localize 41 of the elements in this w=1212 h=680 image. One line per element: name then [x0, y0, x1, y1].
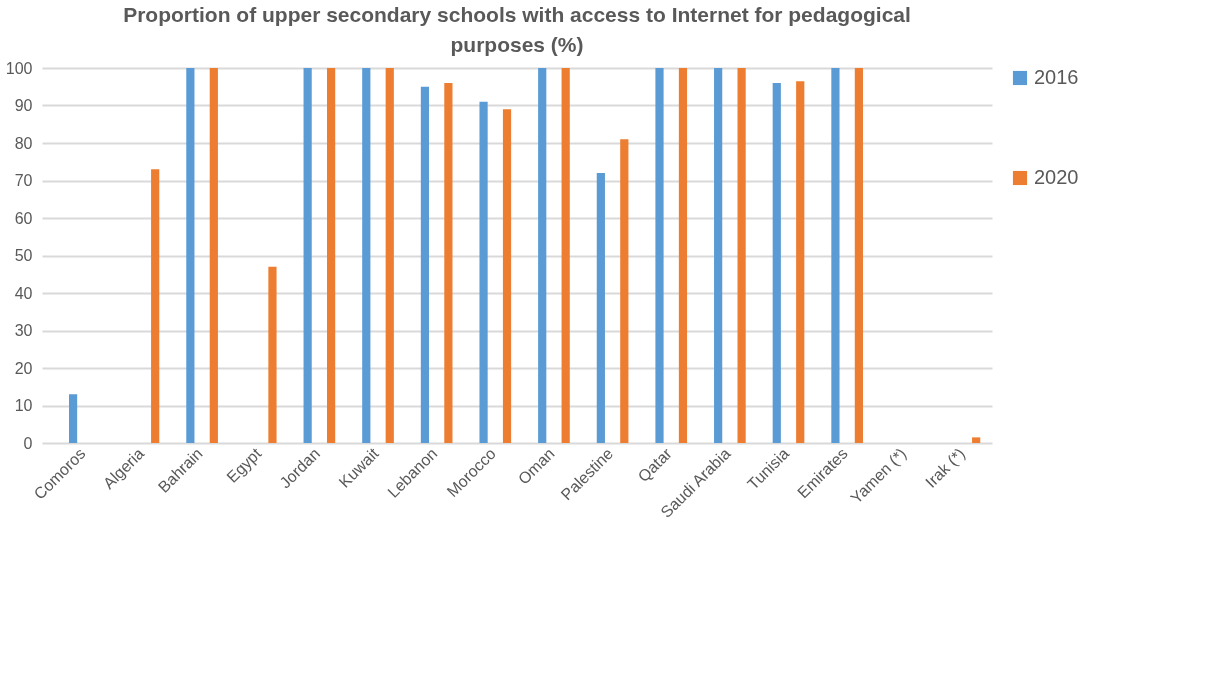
bar [327, 68, 336, 443]
bar [655, 68, 664, 443]
bar [444, 83, 453, 443]
bar [420, 86, 430, 443]
bar [186, 68, 195, 443]
bar [596, 173, 605, 443]
bar [620, 139, 629, 443]
bar [362, 68, 371, 443]
bar [479, 101, 488, 443]
bar [714, 68, 723, 443]
bar [561, 68, 570, 443]
bar [268, 266, 277, 443]
y-tick-label: 100 [5, 59, 33, 77]
y-tick-label: 0 [23, 434, 33, 452]
bar [385, 68, 394, 443]
legend-label: 2016 [1034, 66, 1079, 88]
bar [209, 68, 218, 443]
bar [678, 68, 688, 443]
y-tick-label: 60 [14, 209, 33, 227]
bar [796, 81, 805, 443]
y-tick-label: 80 [14, 134, 33, 152]
bar [151, 169, 160, 443]
y-tick-label: 50 [14, 247, 33, 264]
y-tick-label: 70 [14, 172, 33, 189]
bar [68, 394, 78, 443]
legend-label: 2020 [1034, 166, 1079, 188]
bar [303, 68, 312, 443]
bar [831, 68, 840, 443]
bar [972, 437, 981, 443]
bar [737, 68, 746, 443]
bar [502, 109, 512, 443]
y-tick-label: 10 [14, 397, 33, 414]
bar [772, 83, 781, 443]
bar [538, 68, 547, 443]
x-tick-label: Irak (*) [922, 444, 969, 491]
chart-title: Proportion of upper secondary schools with access to Internet for pedagogical purposes (%) [123, 3, 911, 56]
y-tick-label: 30 [14, 322, 33, 339]
y-tick-label: 20 [14, 359, 33, 377]
y-tick-label: 90 [14, 97, 33, 114]
y-tick-label: 40 [14, 284, 33, 302]
bar [854, 68, 863, 443]
